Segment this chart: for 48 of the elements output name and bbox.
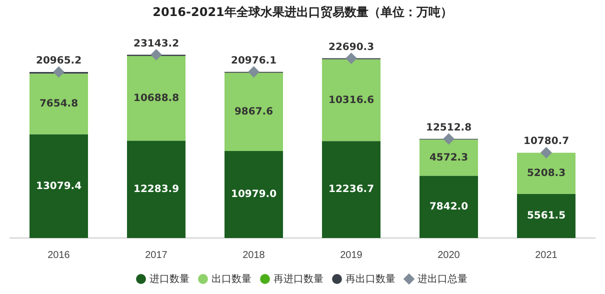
point — [346, 52, 357, 64]
point — [443, 133, 454, 144]
data-label: 20976.1 — [230, 55, 277, 66]
data-label: 12512.8 — [426, 122, 472, 134]
point — [540, 147, 552, 158]
legend-label: 进出口总量 — [418, 272, 468, 285]
data-label: 12236.7 — [328, 184, 374, 196]
data-label: 13079.4 — [36, 180, 82, 192]
bar — [224, 151, 283, 238]
x-tick-label: 2020 — [438, 250, 460, 261]
bar — [127, 140, 186, 238]
x-tick-label: 2019 — [340, 250, 363, 261]
legend-label: 进口数量 — [150, 272, 190, 285]
legend-label: 再出口数量 — [346, 272, 396, 285]
point — [150, 49, 162, 60]
data-label: 4572.3 — [429, 152, 468, 164]
point — [248, 66, 260, 78]
data-label: 10780.7 — [523, 136, 570, 148]
bar — [420, 176, 478, 238]
data-label: 23143.2 — [133, 38, 180, 50]
x-tick-label: 2016 — [48, 250, 70, 261]
data-label: 20965.2 — [36, 56, 82, 67]
data-label: 9867.6 — [234, 106, 274, 118]
x-tick-label: 2018 — [242, 250, 266, 261]
bar — [127, 56, 186, 141]
x-tick-label: 2021 — [535, 250, 558, 261]
legend-label: 再进口数量 — [274, 272, 324, 285]
legend-label: 出口数量 — [212, 272, 252, 285]
bar — [517, 194, 576, 238]
data-label: 12283.9 — [133, 184, 180, 195]
text: 2016-2021年全球水果进出口贸易数量（单位：万吨） — [152, 4, 454, 21]
data-label: 10688.8 — [133, 92, 180, 104]
bar — [322, 141, 380, 238]
data-label: 10316.6 — [328, 94, 374, 106]
bar — [224, 72, 283, 152]
data-label: 5561.5 — [526, 210, 566, 222]
data-label: 5208.3 — [526, 168, 566, 179]
data-label: 22690.3 — [328, 42, 374, 53]
bar — [30, 74, 88, 134]
x-tick-label: 2017 — [145, 250, 168, 261]
data-label: 7654.8 — [39, 98, 78, 110]
data-label: 10979.0 — [230, 189, 277, 200]
bar — [30, 134, 88, 238]
point — [53, 66, 64, 78]
bar — [517, 152, 576, 194]
bar — [420, 140, 478, 176]
bar — [322, 59, 380, 142]
data-label: 7842.0 — [429, 202, 468, 213]
